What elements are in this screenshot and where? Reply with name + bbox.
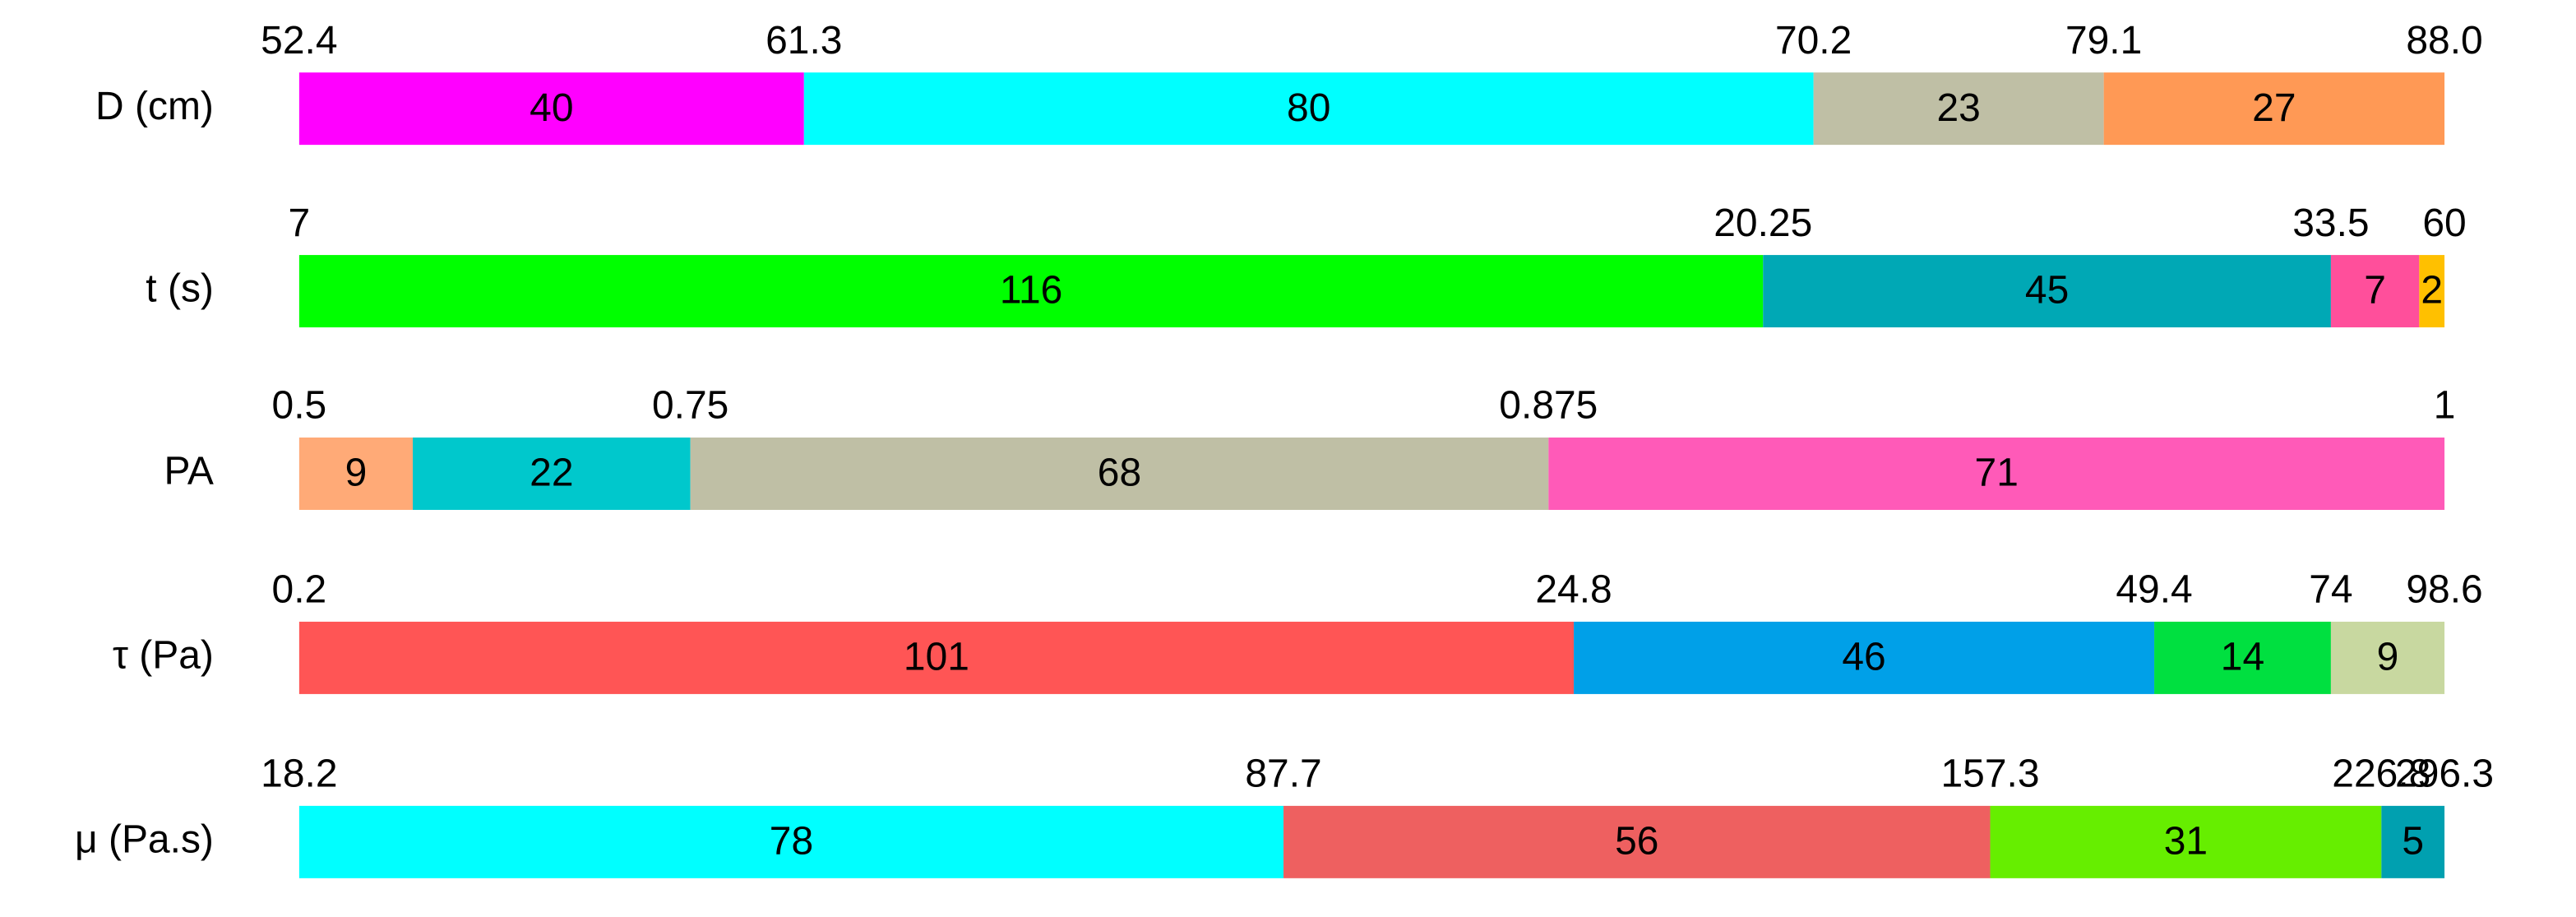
bar-segment (298, 72, 804, 146)
bar-segment (803, 72, 1814, 146)
segment-label: 78 (770, 820, 813, 864)
edge-label: 87.7 (1245, 753, 1321, 796)
edge-label: 20.25 (1713, 201, 1812, 245)
segment-label: 22 (530, 452, 573, 495)
edge-label: 1 (2434, 384, 2456, 428)
bar-segment (1283, 805, 1991, 878)
segment-label: 40 (530, 86, 573, 130)
row-label: D (cm) (95, 85, 214, 128)
bar-segment (298, 621, 1575, 694)
edge-label: 60 (2422, 201, 2466, 245)
bar-segment (2381, 805, 2445, 878)
segment-label: 45 (2025, 269, 2069, 313)
bar-segment (1763, 255, 2331, 328)
edge-label: 296.3 (2395, 753, 2494, 796)
segment-label: 80 (1287, 86, 1330, 130)
segment-label: 5 (2402, 820, 2424, 864)
segment-label: 31 (2164, 820, 2208, 864)
bar-segment (2330, 621, 2445, 694)
segment-label: 116 (1000, 269, 1062, 313)
bar-segment (298, 255, 1764, 328)
segment-label: 56 (1615, 820, 1658, 864)
bar-segment (2103, 72, 2445, 146)
bar-segment (298, 438, 414, 510)
row-label: PA (164, 450, 213, 493)
segment-label: 9 (345, 452, 368, 495)
row-label: τ (Pa) (113, 634, 214, 678)
edge-label: 49.4 (2116, 568, 2192, 612)
segment-label: 14 (2221, 636, 2264, 679)
edge-label: 226.8 (2332, 753, 2430, 796)
segment-label: 101 (904, 636, 969, 679)
edge-label: 61.3 (765, 19, 842, 63)
edge-label: 0.875 (1499, 384, 1598, 428)
segment-label: 27 (2252, 86, 2296, 130)
edge-label: 7 (289, 201, 311, 245)
edge-label: 24.8 (1535, 568, 1612, 612)
segment-label: 7 (2364, 269, 2386, 313)
bar-segment (2154, 621, 2331, 694)
bar-segment (413, 438, 691, 510)
edge-label: 0.5 (272, 384, 327, 428)
edge-label: 18.2 (261, 753, 337, 796)
row-label: μ (Pa.s) (75, 818, 214, 862)
bar-segment (1574, 621, 2155, 694)
row-label: t (s) (146, 267, 214, 311)
edge-label: 74 (2309, 568, 2352, 612)
segment-label: 2 (2421, 269, 2443, 313)
edge-label: 33.5 (2292, 201, 2369, 245)
segment-label: 9 (2377, 636, 2399, 679)
bar-segment (690, 438, 1549, 510)
edge-label: 98.6 (2406, 568, 2482, 612)
edge-label: 70.2 (1775, 19, 1852, 63)
bar-segment (1548, 438, 2445, 510)
bar-segment (2330, 255, 2420, 328)
edge-label: 79.1 (2065, 19, 2142, 63)
edge-label: 0.2 (272, 568, 327, 612)
segment-label: 71 (1975, 452, 2019, 495)
bar-segment (2419, 255, 2445, 328)
edge-label: 52.4 (261, 19, 337, 63)
segment-label: 23 (1936, 86, 1980, 130)
edge-label: 88.0 (2406, 19, 2482, 63)
edge-label: 157.3 (1940, 753, 2039, 796)
segment-label: 46 (1842, 636, 1885, 679)
bar-segment (1813, 72, 2104, 146)
edge-label: 0.75 (652, 384, 728, 428)
bar-segment (1990, 805, 2382, 878)
bar-segment (298, 805, 1284, 878)
segment-label: 68 (1098, 452, 1141, 495)
